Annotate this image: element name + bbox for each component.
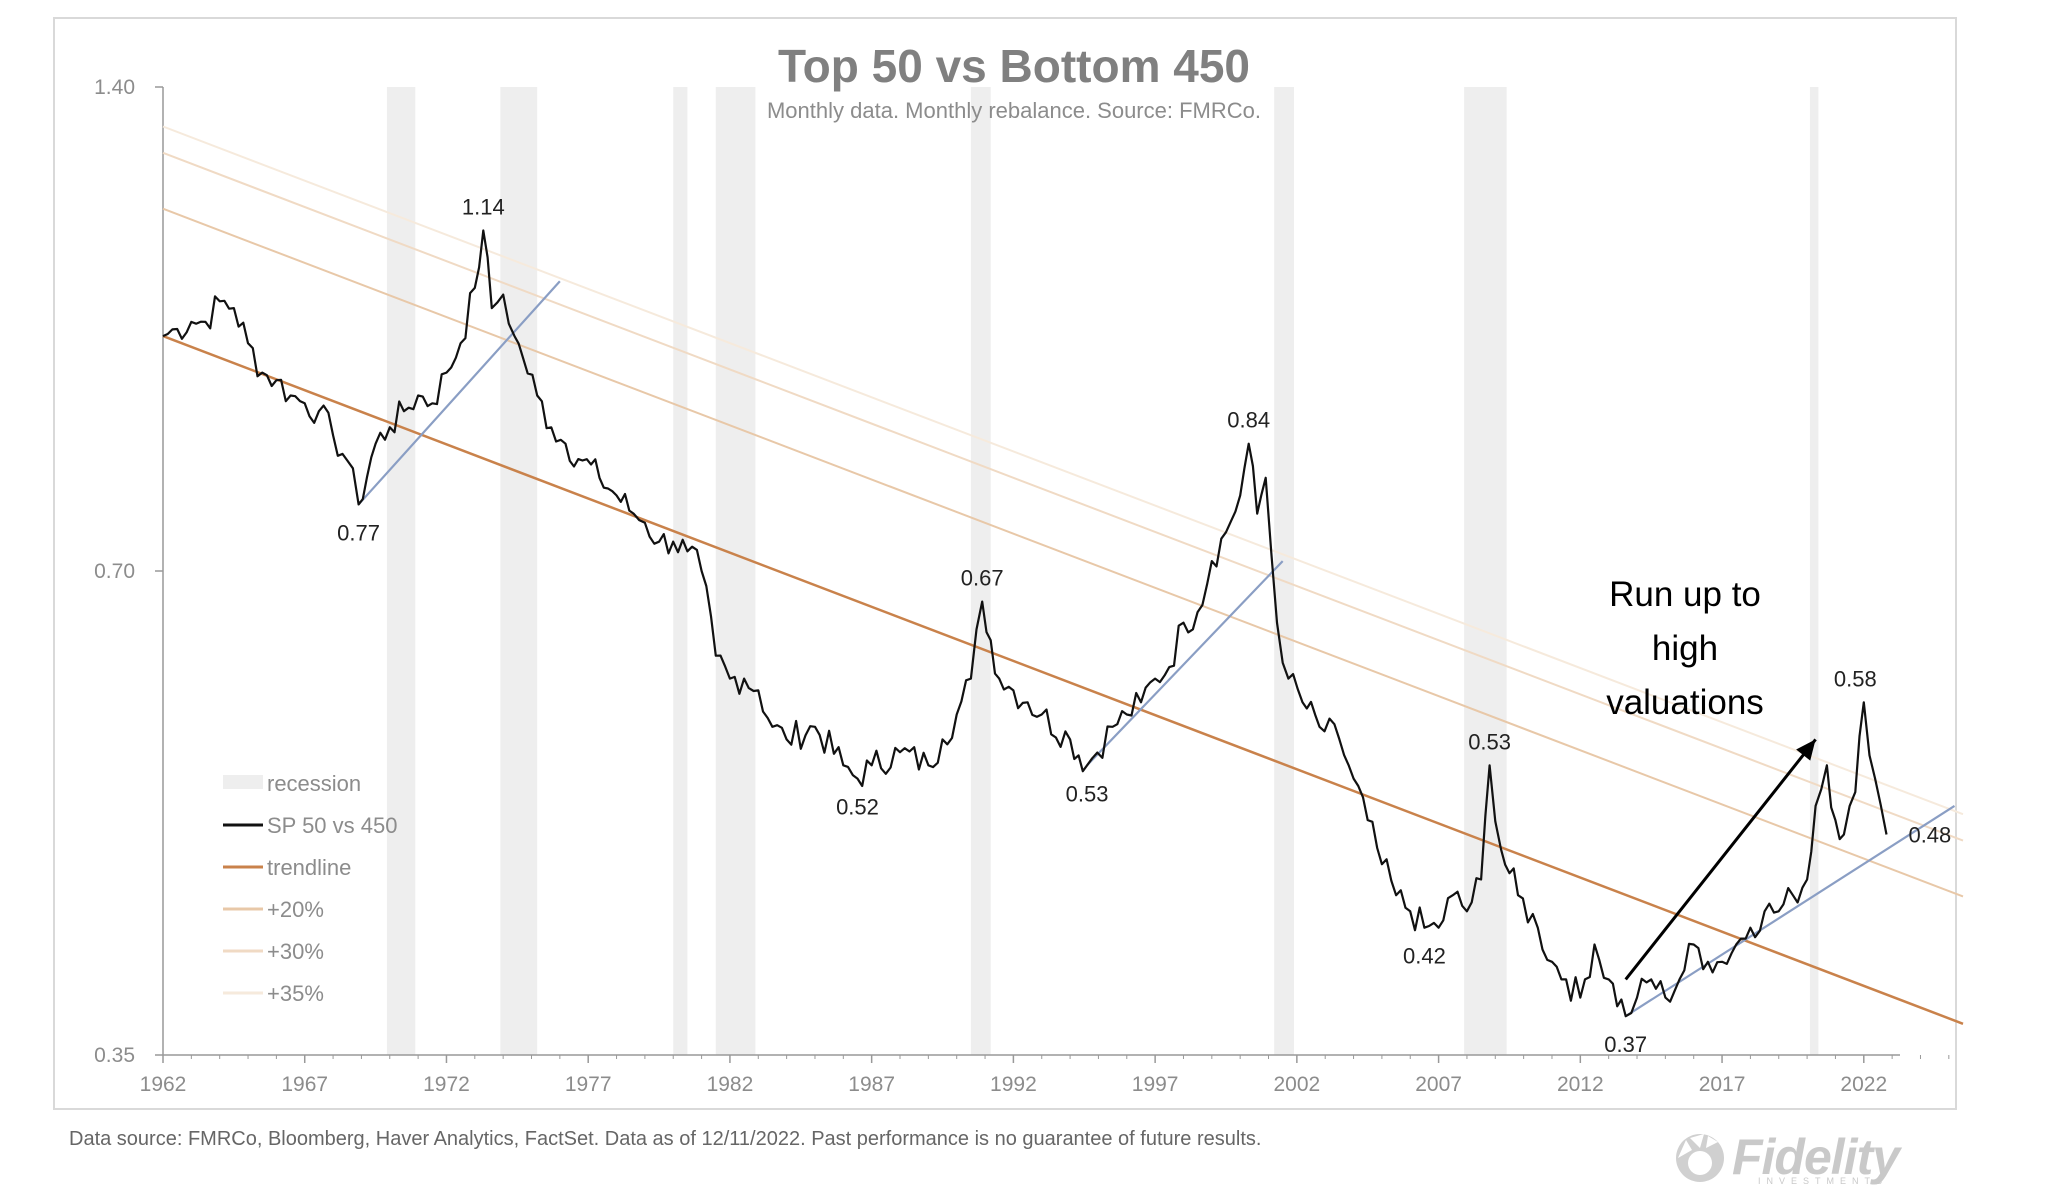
support-line-2 — [1625, 805, 1956, 1018]
point-labels: 1.14 0.77 0.67 0.52 0.53 0.84 0.53 0.42 0.37 0.58… — [337, 194, 1951, 1057]
band-line-20pct — [162, 207, 1964, 898]
y-tick-label-2: 0.35 — [94, 1044, 135, 1067]
band-line-30pct — [162, 151, 1964, 842]
y-tick-label-1: 0.70 — [94, 560, 135, 583]
annotation-text-line-1: high — [1652, 629, 1718, 668]
chart-subtitle: Monthly data. Monthly rebalance. Source:… — [767, 98, 1261, 123]
recession-band-6 — [1464, 87, 1507, 1055]
y-tick-label-0: 1.40 — [94, 76, 135, 99]
recession-band-1 — [500, 87, 538, 1055]
series-line-sp50-vs-450 — [162, 229, 1888, 1018]
x-tick-label-11: 2017 — [1699, 1073, 1746, 1096]
recession-band-3 — [715, 87, 756, 1055]
x-tick-label-4: 1982 — [707, 1073, 754, 1096]
point-label-9: 0.58 — [1834, 666, 1877, 691]
point-label-10: 0.48 — [1908, 822, 1951, 847]
band-line-35pct — [162, 125, 1964, 816]
recession-bands — [386, 87, 1819, 1055]
point-label-6: 0.53 — [1468, 729, 1511, 754]
recession-band-4 — [970, 87, 991, 1055]
point-label-5: 0.84 — [1227, 408, 1270, 433]
band-lines — [162, 125, 1964, 1025]
support-line-1 — [1086, 560, 1284, 767]
x-tick-label-5: 1987 — [848, 1073, 895, 1096]
series — [162, 229, 1888, 1018]
x-tick-label-12: 2022 — [1840, 1073, 1887, 1096]
annotation-text-line-0: Run up to — [1609, 575, 1761, 614]
chart-title: Top 50 vs Bottom 450 — [778, 40, 1250, 92]
chart-frame — [53, 17, 1957, 1110]
footer-note: Data source: FMRCo, Bloomberg, Haver Ana… — [69, 1128, 1262, 1150]
trendline — [162, 334, 1964, 1025]
legend-label-0: recession — [267, 771, 361, 796]
legend: recession SP 50 vs 450 trendline +20% +30% +3… — [223, 771, 397, 1006]
recession-band-0 — [386, 87, 416, 1055]
x-tick-label-3: 1977 — [565, 1073, 612, 1096]
x-tick-label-7: 1997 — [1132, 1073, 1179, 1096]
logo-wordmark: Fidelity — [1732, 1129, 1900, 1185]
annotation-arrow-head — [1796, 739, 1816, 761]
support-lines — [357, 280, 1956, 1018]
annotation: Run up to high valuations — [1606, 575, 1817, 981]
recession-band-7 — [1809, 87, 1819, 1055]
point-label-3: 0.52 — [836, 795, 879, 820]
support-line-0 — [357, 280, 561, 506]
recession-band-2 — [673, 87, 688, 1055]
point-label-4: 0.53 — [1066, 781, 1109, 806]
legend-label-3: +20% — [267, 897, 324, 922]
x-tick-label-9: 2007 — [1415, 1073, 1462, 1096]
point-label-8: 0.37 — [1604, 1032, 1647, 1057]
logo-mark-icon — [1676, 1134, 1724, 1182]
fidelity-logo: Fidelity INVESTMENTS — [1672, 1128, 1962, 1186]
legend-label-2: trendline — [267, 855, 351, 880]
legend-label-5: +35% — [267, 981, 324, 1006]
x-tick-label-0: 1962 — [140, 1073, 187, 1096]
point-label-0: 1.14 — [462, 194, 505, 219]
annotation-arrow-shaft — [1624, 738, 1817, 981]
legend-label-4: +30% — [267, 939, 324, 964]
x-tick-label-6: 1992 — [990, 1073, 1037, 1096]
point-label-2: 0.67 — [961, 566, 1004, 591]
x-tick-label-8: 2002 — [1273, 1073, 1320, 1096]
annotation-text-line-2: valuations — [1606, 683, 1764, 722]
legend-swatch-0 — [223, 775, 263, 789]
logo-subtext: INVESTMENTS — [1758, 1176, 1889, 1186]
point-label-7: 0.42 — [1403, 944, 1446, 969]
recession-band-5 — [1274, 87, 1295, 1055]
point-label-1: 0.77 — [337, 520, 380, 545]
x-tick-label-2: 1972 — [423, 1073, 470, 1096]
legend-label-1: SP 50 vs 450 — [267, 813, 397, 838]
x-tick-label-1: 1967 — [281, 1073, 328, 1096]
x-tick-label-10: 2012 — [1557, 1073, 1604, 1096]
